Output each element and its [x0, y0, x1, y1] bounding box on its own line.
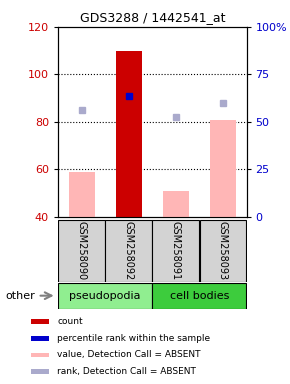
Bar [153, 283, 246, 309]
Bar [58, 283, 152, 309]
Text: GSM258091: GSM258091 [171, 221, 181, 280]
Text: percentile rank within the sample: percentile rank within the sample [57, 334, 210, 343]
Text: count: count [57, 317, 83, 326]
Text: GSM258090: GSM258090 [77, 221, 86, 280]
Bar [58, 220, 105, 281]
Bar [200, 220, 246, 281]
Bar [31, 319, 49, 324]
Bar [116, 51, 142, 217]
Bar [153, 220, 199, 281]
Bar [210, 119, 236, 217]
Bar [31, 336, 49, 341]
Bar [69, 172, 95, 217]
Text: GSM258092: GSM258092 [124, 221, 134, 280]
Text: cell bodies: cell bodies [170, 291, 229, 301]
Bar [105, 220, 152, 281]
Bar [31, 353, 49, 357]
Text: rank, Detection Call = ABSENT: rank, Detection Call = ABSENT [57, 367, 196, 376]
Bar [31, 369, 49, 374]
Text: value, Detection Call = ABSENT: value, Detection Call = ABSENT [57, 351, 201, 359]
Text: other: other [6, 291, 36, 301]
Title: GDS3288 / 1442541_at: GDS3288 / 1442541_at [79, 11, 225, 24]
Text: pseudopodia: pseudopodia [69, 291, 141, 301]
Text: GSM258093: GSM258093 [218, 221, 228, 280]
Bar [163, 191, 189, 217]
